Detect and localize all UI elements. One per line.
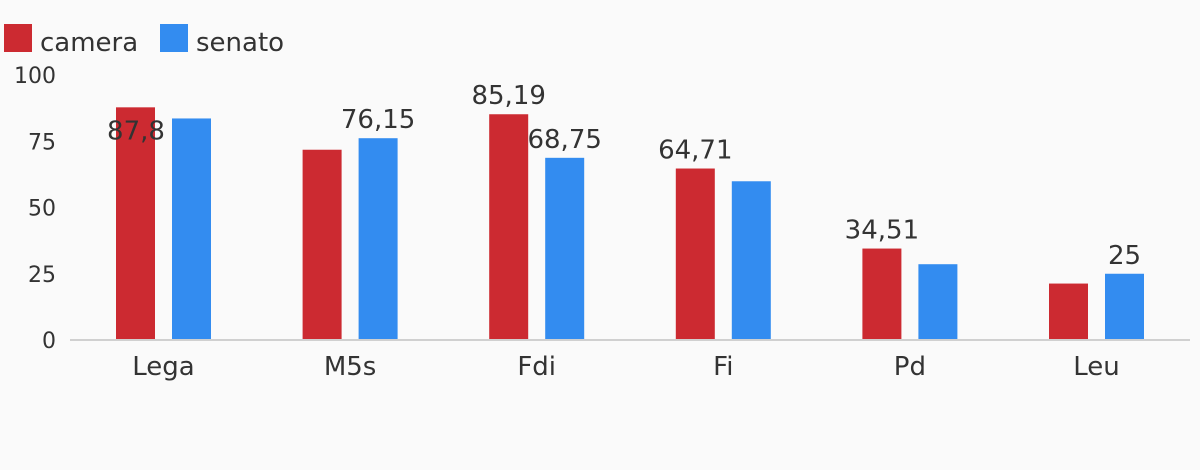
y-tick-label: 75	[28, 130, 56, 155]
data-label-camera-pd: 34,51	[845, 216, 919, 246]
data-labels: 87,8 76,15 85,19 68,75 64,71 34,51 25	[107, 81, 1141, 271]
bar-camera-leu	[1049, 283, 1088, 340]
data-label-senato-leu: 25	[1108, 241, 1141, 271]
legend-label-camera: camera	[40, 28, 138, 58]
data-label-camera-lega: 87,8	[107, 116, 165, 146]
bars	[116, 107, 1144, 341]
x-axis: Lega M5s Fdi Fi Pd Leu	[132, 352, 1119, 382]
bar-camera-pd	[862, 248, 902, 340]
x-category-label-leu: Leu	[1073, 352, 1120, 382]
bar-camera-fi	[675, 168, 715, 340]
legend-swatch-senato	[160, 24, 188, 52]
bar-senato-leu	[1105, 273, 1144, 340]
data-label-senato-fdi: 68,75	[527, 125, 601, 155]
legend-swatch-camera	[4, 24, 32, 52]
x-category-label-pd: Pd	[894, 352, 926, 382]
bar-camera-lega	[116, 107, 155, 340]
bar-senato-m5s	[358, 138, 398, 340]
y-axis: 0 25 50 75 100	[14, 64, 56, 354]
legend-label-senato: senato	[196, 28, 284, 58]
bar-senato-pd	[918, 264, 958, 340]
x-category-label-fi: Fi	[713, 352, 733, 382]
y-tick-label: 25	[28, 263, 56, 288]
bar-senato-fdi	[545, 157, 585, 340]
data-label-camera-fi: 64,71	[658, 136, 732, 166]
x-category-label-m5s: M5s	[324, 352, 377, 382]
bar-senato-lega	[172, 118, 211, 341]
legend: camera senato	[4, 24, 284, 58]
bar-camera-m5s	[302, 149, 342, 340]
y-tick-label: 50	[28, 197, 56, 222]
x-category-label-lega: Lega	[132, 352, 194, 382]
x-category-label-fdi: Fdi	[517, 352, 556, 382]
bar-camera-fdi	[489, 114, 529, 341]
y-tick-label: 0	[42, 329, 56, 354]
data-label-senato-m5s: 76,15	[341, 105, 415, 135]
bar-senato-fi	[731, 181, 771, 340]
y-tick-label: 100	[14, 64, 56, 89]
data-label-camera-fdi: 85,19	[471, 81, 545, 111]
